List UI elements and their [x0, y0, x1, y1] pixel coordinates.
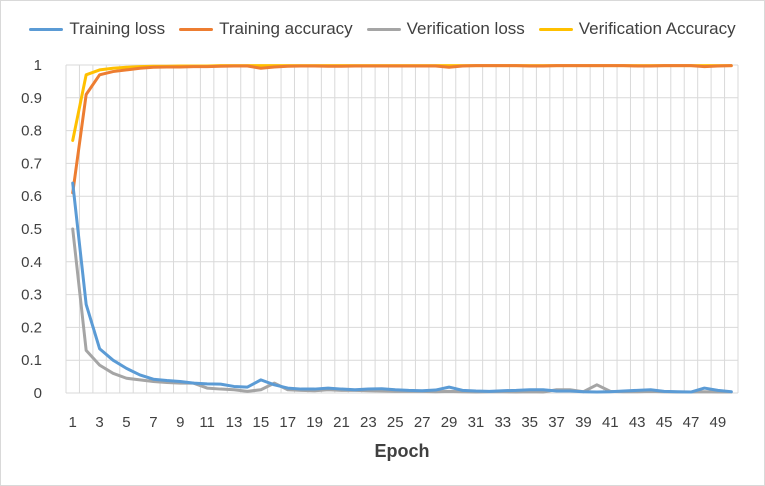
- x-tick-label: 13: [226, 414, 243, 431]
- x-tick-label: 25: [387, 414, 404, 431]
- x-tick-label: 5: [122, 414, 130, 431]
- x-tick-label: 35: [521, 414, 538, 431]
- x-tick-label: 3: [95, 414, 103, 431]
- y-tick-label: 0: [34, 385, 42, 402]
- x-tick-label: 7: [149, 414, 157, 431]
- x-tick-label: 33: [494, 414, 511, 431]
- x-tick-label: 45: [656, 414, 673, 431]
- x-tick-label: 1: [69, 414, 77, 431]
- legend-swatch-verification-accuracy: [538, 27, 573, 31]
- legend-item-verification-accuracy: Verification Accuracy: [538, 19, 736, 39]
- x-tick-label: 31: [468, 414, 485, 431]
- legend-label-verification-accuracy: Verification Accuracy: [578, 19, 736, 38]
- x-tick-label: 39: [575, 414, 592, 431]
- x-tick-label: 15: [253, 414, 270, 431]
- x-tick-label: 27: [414, 414, 431, 431]
- x-tick-label: 11: [199, 414, 215, 431]
- series-line-training-loss: [71, 181, 733, 394]
- series-layer: [71, 64, 733, 394]
- y-tick-label: 0.2: [21, 319, 42, 336]
- x-tick-label: 43: [629, 414, 646, 431]
- x-tick-label: 29: [441, 414, 458, 431]
- y-tick-label: 0.3: [21, 287, 42, 304]
- x-tick-label: 19: [306, 414, 323, 431]
- x-tick-label: 21: [333, 414, 350, 431]
- legend-item-verification-loss: Verification loss: [366, 19, 525, 39]
- y-tick-label: 0.9: [21, 90, 42, 107]
- x-axis-title: Epoch: [374, 441, 429, 461]
- x-tick-label: 41: [602, 414, 619, 431]
- y-tick-label: 0.8: [21, 123, 42, 140]
- y-tick-label: 0.7: [21, 155, 42, 172]
- y-tick-label: 1: [34, 57, 42, 74]
- y-tick-label: 0.5: [21, 221, 42, 238]
- legend-swatch-verification-loss: [366, 27, 401, 31]
- series-line-training-accuracy: [71, 64, 733, 195]
- legend-label-training-loss: Training loss: [69, 19, 166, 38]
- legend-label-verification-loss: Verification loss: [406, 19, 525, 38]
- y-tick-label: 0.1: [21, 352, 42, 369]
- legend: Training loss Training accuracy Verifica…: [0, 14, 765, 44]
- x-tick-label: 37: [548, 414, 565, 431]
- legend-item-training-loss: Training loss: [29, 19, 165, 39]
- legend-item-training-accuracy: Training accuracy: [179, 19, 353, 39]
- grid-layer: [65, 64, 739, 394]
- x-tick-label: 47: [683, 414, 700, 431]
- y-tick-label: 0.6: [21, 188, 42, 205]
- legend-swatch-training-accuracy: [179, 27, 214, 31]
- legend-label-training-accuracy: Training accuracy: [219, 19, 353, 38]
- y-tick-label: 0.4: [21, 254, 42, 271]
- x-tick-label: 23: [360, 414, 377, 431]
- x-tick-label: 49: [709, 414, 726, 431]
- legend-swatch-training-loss: [29, 27, 64, 31]
- x-tick-label: 17: [279, 414, 296, 431]
- axis-layer: 00.10.20.30.40.50.60.70.80.911 3 5 7 9 11 13 15…: [21, 57, 726, 431]
- x-tick-label: 9: [176, 414, 184, 431]
